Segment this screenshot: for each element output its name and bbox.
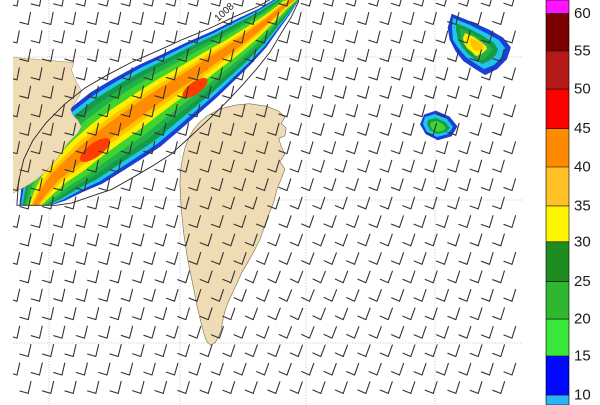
svg-text:40: 40 <box>574 159 591 176</box>
svg-text:60: 60 <box>574 5 591 22</box>
svg-text:10: 10 <box>574 387 591 404</box>
svg-text:50: 50 <box>574 81 591 98</box>
svg-text:25: 25 <box>574 273 591 290</box>
svg-text:45: 45 <box>574 120 591 137</box>
svg-text:20: 20 <box>574 311 591 328</box>
svg-text:35: 35 <box>574 198 591 215</box>
svg-text:55: 55 <box>574 43 591 60</box>
svg-text:15: 15 <box>574 348 591 365</box>
svg-text:30: 30 <box>574 234 591 251</box>
